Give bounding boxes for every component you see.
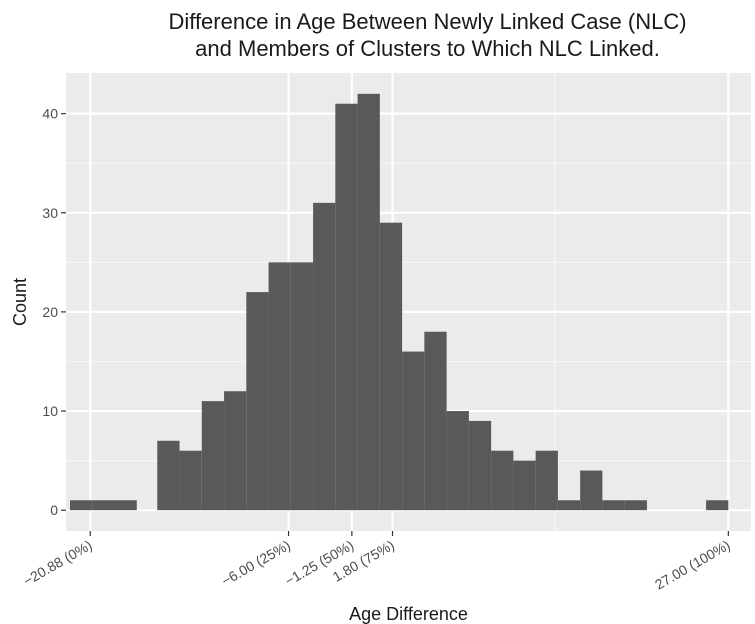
histogram-bar: [402, 351, 425, 511]
chart-title: Difference in Age Between Newly Linked C…: [100, 8, 755, 62]
histogram-bar: [246, 292, 269, 511]
x-tick-label: −20.88 (0%): [20, 537, 94, 589]
histogram-bar: [706, 500, 729, 511]
y-tick-label: 40: [42, 106, 58, 122]
histogram-bar: [580, 470, 603, 511]
histogram-bar: [379, 222, 403, 511]
y-tick-label: 0: [50, 502, 58, 518]
y-axis-title: Count: [10, 278, 30, 326]
x-tick-label: 27.00 (100%): [652, 537, 733, 593]
histogram-bar: [535, 450, 558, 511]
histogram-bar: [157, 440, 180, 511]
histogram-bar: [424, 331, 447, 511]
x-axis: −20.88 (0%) −6.00 (25%)−1.25 (50%)1.80 (7…: [20, 531, 733, 593]
histogram-bar: [201, 401, 225, 511]
y-axis: 0 10 20 30 40: [42, 106, 66, 518]
histogram-bar: [92, 500, 115, 511]
histogram-bar: [468, 420, 492, 511]
histogram-bar: [268, 262, 291, 511]
histogram-bar: [224, 391, 247, 511]
x-tick-label: −6.00 (25%): [219, 537, 293, 589]
x-axis-title: Age Difference: [349, 604, 468, 624]
histogram-bar: [357, 93, 380, 511]
histogram-bar: [69, 500, 93, 511]
histogram-bar: [602, 500, 625, 511]
histogram-bar: [513, 460, 536, 511]
histogram-bar: [624, 500, 647, 511]
histogram-bar: [313, 202, 336, 511]
histogram-bar: [114, 500, 137, 511]
histogram-bar: [179, 450, 202, 511]
histogram-bar: [491, 450, 514, 511]
y-tick-label: 30: [42, 205, 58, 221]
histogram-bar: [335, 103, 358, 511]
histogram-bars: [69, 93, 729, 511]
y-tick-label: 10: [42, 403, 58, 419]
histogram-bar: [446, 411, 469, 511]
histogram-bar: [290, 262, 314, 511]
y-tick-label: 20: [42, 304, 58, 320]
chart-title-line-2: and Members of Clusters to Which NLC Lin…: [195, 36, 660, 61]
chart-title-line-1: Difference in Age Between Newly Linked C…: [168, 9, 687, 34]
histogram-bar: [557, 500, 581, 511]
